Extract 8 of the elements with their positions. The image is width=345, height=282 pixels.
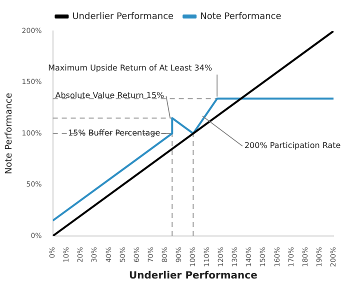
y-axis-title: Note Performance bbox=[4, 92, 15, 174]
annotation: Absolute Value Return 15% bbox=[55, 91, 165, 100]
legend-label: Underlier Performance bbox=[72, 12, 174, 22]
annotation: 15% Buffer Percentage bbox=[68, 128, 160, 138]
annotation: 200% Participation Rate bbox=[244, 141, 341, 150]
annotation: Maximum Upside Return of At Least 34% bbox=[48, 64, 212, 73]
x-axis-title: Underlier Performance bbox=[129, 270, 258, 282]
legend-label: Note Performance bbox=[200, 12, 282, 22]
